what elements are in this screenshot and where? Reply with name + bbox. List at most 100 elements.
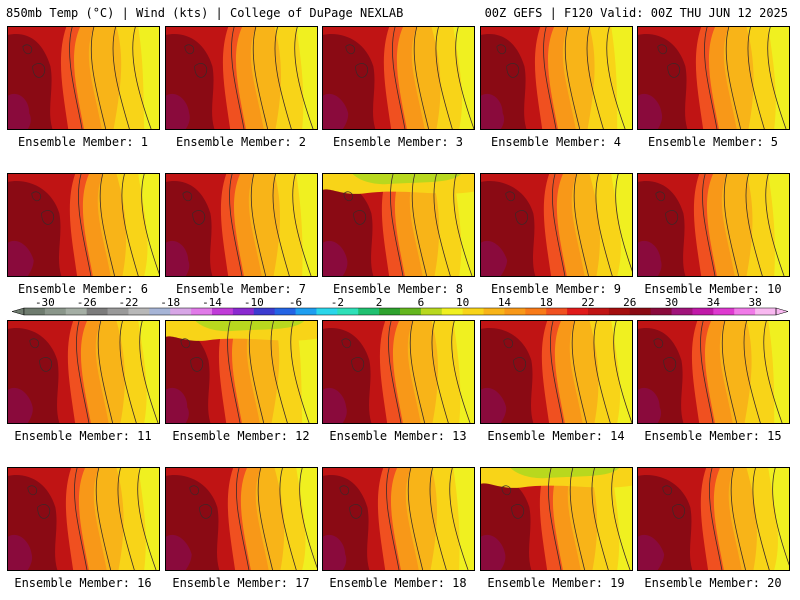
colorbar-swatch — [546, 308, 568, 315]
colorbar-tick-label: -30 — [35, 298, 55, 309]
ensemble-member-label: Ensemble Member: 16 — [14, 576, 152, 590]
header-left-title: 850mb Temp (°C) | Wind (kts) | College o… — [6, 6, 404, 20]
ensemble-member-label: Ensemble Member: 17 — [172, 576, 310, 590]
ensemble-map-panel — [7, 26, 160, 130]
colorbar-tick-label: 14 — [498, 298, 512, 309]
colorbar-swatch — [567, 308, 589, 315]
ensemble-member-label: Ensemble Member: 14 — [487, 429, 625, 443]
ensemble-map-panel — [480, 320, 633, 424]
temperature-map — [323, 321, 474, 423]
ensemble-member-label: Ensemble Member: 20 — [644, 576, 782, 590]
colorbar-tick-label: -14 — [202, 298, 222, 309]
colorbar-swatch — [441, 308, 464, 315]
colorbar-swatch — [483, 308, 505, 315]
ensemble-map-panel — [322, 173, 475, 277]
ensemble-member-label: Ensemble Member: 12 — [172, 429, 310, 443]
ensemble-map-panel — [165, 320, 318, 424]
colorbar-swatch — [650, 308, 673, 315]
colorbar-swatch — [86, 308, 109, 315]
ensemble-member-label: Ensemble Member: 4 — [490, 135, 622, 149]
header-right-title: 00Z GEFS | F120 Valid: 00Z THU JUN 12 20… — [484, 6, 788, 20]
ensemble-map-panel — [322, 467, 475, 571]
colorbar-tick-label: 26 — [623, 298, 636, 309]
colorbar-swatch — [608, 308, 631, 315]
colorbar-swatch — [65, 308, 88, 315]
ensemble-member-label: Ensemble Member: 2 — [175, 135, 307, 149]
colorbar-swatch — [420, 308, 443, 315]
colorbar-swatch — [295, 308, 317, 315]
ensemble-map-panel — [7, 320, 160, 424]
ensemble-map-panel — [637, 467, 790, 571]
ensemble-map-panel — [480, 26, 633, 130]
colorbar-swatch — [734, 308, 756, 315]
colorbar-tick-label: -10 — [244, 298, 264, 309]
ensemble-member-label: Ensemble Member: 3 — [332, 135, 464, 149]
temperature-map — [8, 321, 159, 423]
ensemble-member-label: Ensemble Member: 13 — [329, 429, 467, 443]
colorbar-swatch — [107, 308, 129, 315]
ensemble-member-label: Ensemble Member: 11 — [14, 429, 152, 443]
colorbar-swatch — [462, 308, 485, 315]
colorbar-tick-label: 38 — [748, 298, 761, 309]
ensemble-member-label: Ensemble Member: 5 — [647, 135, 779, 149]
colorbar-swatch — [692, 308, 714, 315]
ensemble-map-panel — [7, 173, 160, 277]
colorbar-swatch — [713, 308, 735, 315]
colorbar-tick-label: 22 — [581, 298, 594, 309]
ensemble-member-label: Ensemble Member: 1 — [17, 135, 149, 149]
temperature-map — [166, 321, 317, 423]
ensemble-map-panel — [322, 26, 475, 130]
colorbar-tick-label: 18 — [540, 298, 553, 309]
colorbar-swatch — [525, 308, 547, 315]
colorbar-swatch — [212, 308, 234, 315]
colorbar-tick-label: 30 — [665, 298, 678, 309]
ensemble-member-label: Ensemble Member: 7 — [175, 282, 307, 296]
temperature-map — [481, 468, 632, 570]
colorbar-swatch — [24, 308, 46, 315]
colorbar-swatch — [128, 308, 150, 315]
colorbar-tick-label: -2 — [331, 298, 344, 309]
ensemble-map-panel — [7, 467, 160, 571]
colorbar-swatch — [253, 308, 276, 315]
colorbar-right-arrow — [775, 307, 789, 316]
temperature-map — [481, 174, 632, 276]
ensemble-map-panel — [165, 467, 318, 571]
temperature-map — [166, 27, 317, 129]
colorbar-swatch — [379, 308, 401, 315]
colorbar-swatch — [671, 308, 693, 315]
ensemble-map-panel — [637, 320, 790, 424]
colorbar-swatch — [755, 308, 777, 315]
ensemble-map-panel — [480, 173, 633, 277]
colorbar-swatch — [316, 308, 338, 315]
colorbar-graphic: -30 -26 -22 -18 -14 -10 -6 -2 2 6 10 14 18 22 26 30 34 38… — [11, 298, 789, 316]
ensemble-map-panel — [637, 26, 790, 130]
temperature-map — [638, 468, 789, 570]
colorbar-left-arrow — [11, 307, 25, 316]
colorbar-swatch — [44, 308, 67, 315]
temperature-colorbar: -30 -26 -22 -18 -14 -10 -6 -2 2 6 10 14 18 22 26 30 34 38… — [10, 298, 790, 320]
temperature-map — [638, 174, 789, 276]
temperature-map — [323, 27, 474, 129]
colorbar-swatch — [232, 308, 255, 315]
colorbar-swatch — [400, 308, 422, 315]
ensemble-map-panel — [165, 26, 318, 130]
ensemble-member-label: Ensemble Member: 10 — [644, 282, 782, 296]
temperature-map — [638, 27, 789, 129]
colorbar-swatch — [504, 308, 526, 315]
ensemble-member-label: Ensemble Member: 18 — [329, 576, 467, 590]
colorbar-swatch — [629, 308, 652, 315]
ensemble-member-label: Ensemble Member: 6 — [17, 282, 149, 296]
ensemble-map-panel — [480, 467, 633, 571]
colorbar-swatch — [588, 308, 610, 315]
ensemble-member-label: Ensemble Member: 15 — [644, 429, 782, 443]
colorbar-tick-label: -26 — [77, 298, 97, 309]
temperature-map — [481, 321, 632, 423]
colorbar-tick-label: 6 — [418, 298, 425, 309]
colorbar-swatch — [191, 308, 213, 315]
colorbar-tick-label: -18 — [160, 298, 180, 309]
temperature-map — [166, 174, 317, 276]
temperature-map — [323, 468, 474, 570]
ensemble-map-panel — [322, 320, 475, 424]
colorbar-swatch — [337, 308, 359, 315]
colorbar-tick-label: -22 — [119, 298, 139, 309]
